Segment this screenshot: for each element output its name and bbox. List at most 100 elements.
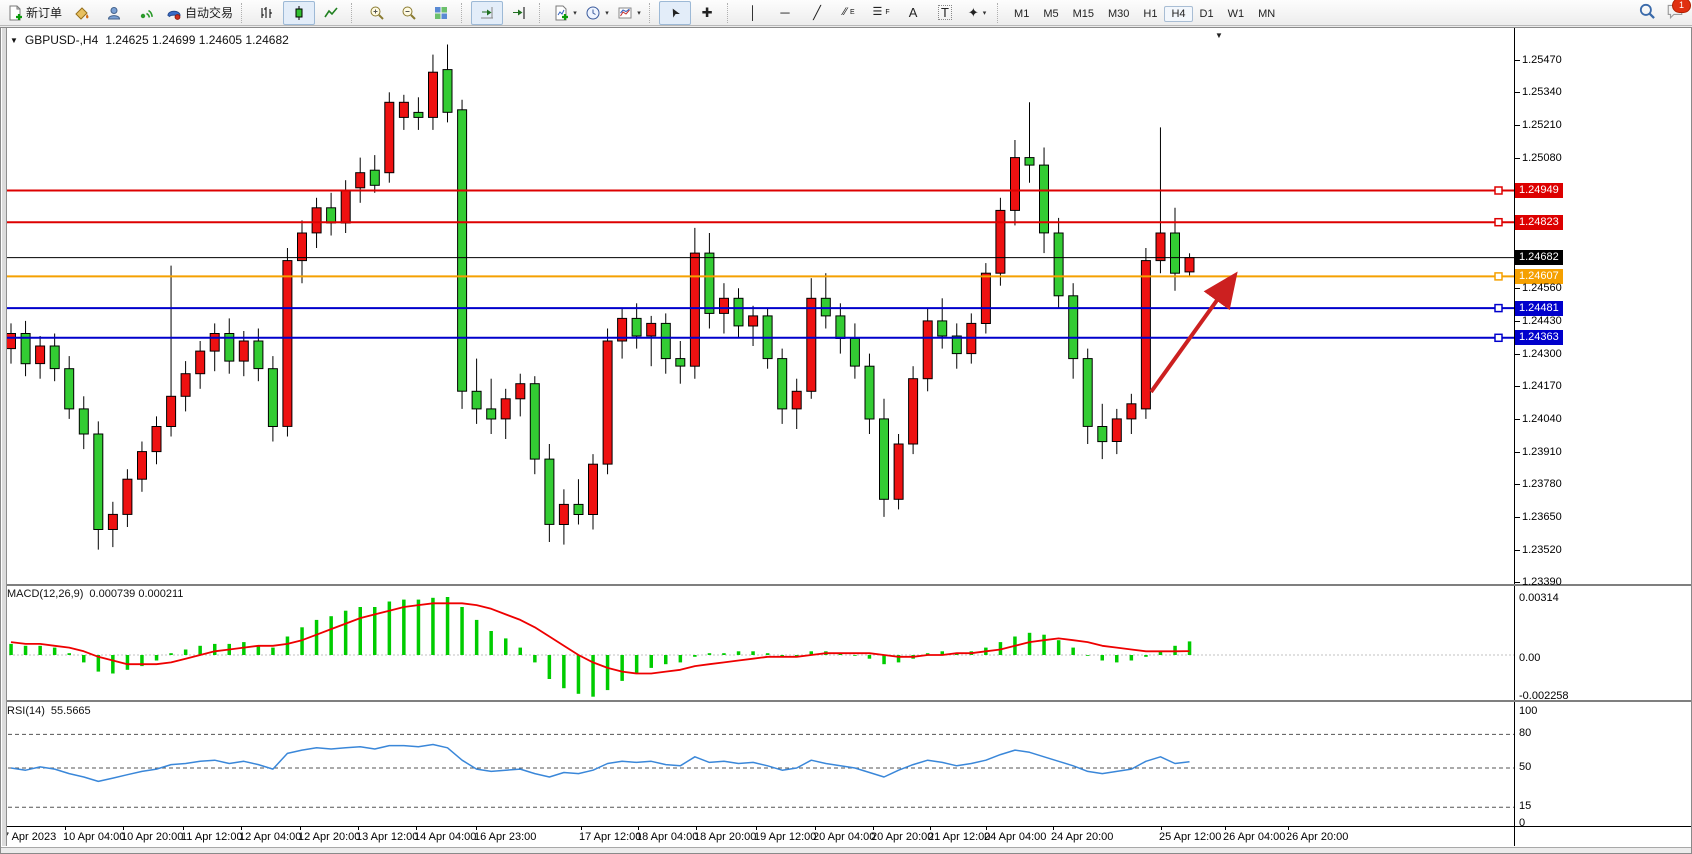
candle-body [151, 426, 162, 453]
price-axis-tick: 1.23390 [1515, 576, 1562, 588]
tf-button-H1[interactable]: H1 [1143, 7, 1158, 20]
tile-windows-button[interactable] [425, 1, 457, 25]
price-level-handle[interactable] [1494, 303, 1503, 313]
macd-histogram-bar [1129, 655, 1134, 661]
candle-body [777, 358, 788, 410]
rsi-indicator-chart[interactable] [1, 702, 1514, 827]
macd-histogram-bar [664, 655, 668, 665]
candlestick-chart-icon [291, 5, 307, 21]
periods-caret-icon: ▾ [605, 9, 609, 17]
macd-histogram-bar [445, 597, 450, 655]
macd-histogram-bar [896, 655, 901, 663]
tf-button-D1[interactable]: D1 [1199, 7, 1214, 20]
price-level-label: 1.24682 [1515, 250, 1563, 265]
tf-button-M5[interactable]: M5 [1043, 7, 1059, 20]
crosshair-tool-button[interactable]: ✚ [691, 1, 723, 25]
text-tool-button[interactable]: A [897, 1, 929, 25]
zoom-out-icon [401, 5, 417, 21]
cursor-tool-button[interactable]: ➤ [659, 0, 692, 25]
trendline-tool-button[interactable]: ╱ [801, 1, 833, 25]
search-icon[interactable] [1638, 2, 1656, 25]
macd-axis-label: 0.00 [1519, 652, 1541, 664]
bar-chart-button[interactable] [251, 1, 283, 25]
candle-body [849, 338, 860, 367]
main-price-chart[interactable] [1, 28, 1514, 585]
chart-menu-caret-icon[interactable]: ▼ [1215, 31, 1223, 40]
macd-histogram-bar [9, 643, 13, 655]
auto-trading-button[interactable]: 自动交易 [162, 1, 237, 25]
rsi-panel-splitter[interactable] [1, 700, 1691, 702]
annotation-arrow[interactable] [1149, 271, 1238, 394]
macd-histogram-bar [591, 655, 595, 697]
one-click-caret-icon[interactable]: ▼ [10, 35, 18, 45]
macd-histogram-bar [387, 601, 392, 655]
tf-button-M15[interactable]: M15 [1072, 7, 1094, 20]
window-left-splitter[interactable] [1, 28, 7, 846]
rsi-line [10, 743, 1190, 783]
new-order-button[interactable]: 新订单 [3, 1, 66, 25]
channel-sub-label: E [850, 9, 855, 16]
price-axis-tick: 1.25470 [1515, 54, 1562, 66]
line-chart-button[interactable] [315, 1, 347, 25]
macd-histogram-bar [460, 607, 464, 655]
price-axis-tick: 1.25340 [1515, 86, 1562, 98]
fibonacci-tool-button[interactable]: ☰ F [865, 1, 897, 25]
chart-area[interactable]: ▼ GBPUSD-,H4 1.24625 1.24699 1.24605 1.2… [1, 28, 1691, 853]
signals-button[interactable] [130, 1, 162, 25]
candle-body [951, 335, 962, 355]
zoom-in-button[interactable] [361, 1, 393, 25]
toolbar-separator [351, 2, 358, 23]
candle-body [980, 272, 991, 324]
arrows-tool-button[interactable]: ✦ ▾ [961, 1, 993, 25]
styler-button[interactable] [66, 1, 98, 25]
tf-button-MN[interactable]: MN [1258, 7, 1276, 20]
macd-histogram-bar [940, 651, 944, 655]
candle-body [908, 378, 919, 445]
price-level-handle[interactable] [1494, 217, 1503, 227]
channel-tool-button[interactable]: ∕∕ E [833, 1, 865, 25]
tf-button-M30[interactable]: M30 [1108, 7, 1130, 20]
candle-body [369, 169, 380, 186]
auto-scroll-button[interactable] [471, 0, 504, 25]
candle-body [457, 109, 468, 392]
macd-histogram-bar [605, 655, 610, 691]
macd-histogram-bar [329, 616, 333, 655]
tf-button-H4[interactable]: H4 [1164, 5, 1193, 22]
indicators-button[interactable]: ▾ [549, 1, 581, 25]
vertical-line-tool-button[interactable]: │ [737, 1, 769, 25]
price-level-handle[interactable] [1494, 186, 1503, 195]
candle-body [384, 101, 395, 174]
candle-body [413, 111, 424, 118]
templates-button[interactable]: ▾ [613, 1, 645, 25]
candle-body [791, 390, 802, 410]
chart-shift-button[interactable] [503, 1, 535, 25]
macd-histogram-bar [489, 631, 493, 655]
candlestick-chart-button[interactable] [283, 0, 316, 25]
candle-body [64, 368, 75, 410]
macd-histogram-bar [765, 653, 770, 655]
text-label-tool-button[interactable]: T [929, 1, 961, 25]
time-axis-label: 10 Apr 20:00 [121, 826, 184, 843]
periods-button[interactable]: ▾ [581, 1, 613, 25]
macd-histogram-bar [271, 647, 275, 655]
accounts-button[interactable] [98, 1, 130, 25]
price-level-handle[interactable] [1494, 333, 1503, 343]
candle-body [6, 333, 16, 350]
zoom-out-button[interactable] [393, 1, 425, 25]
price-level-handle[interactable] [1494, 272, 1503, 281]
tf-button-W1[interactable]: W1 [1227, 7, 1245, 20]
horizontal-line-tool-button[interactable]: ─ [769, 1, 801, 25]
candle-body [588, 463, 598, 516]
macd-axis-label: -0.002258 [1519, 690, 1569, 702]
macd-histogram-bar [431, 597, 435, 655]
chat-button[interactable]: 1 [1666, 0, 1691, 25]
macd-panel-splitter[interactable] [1, 584, 1691, 586]
price-level-label: 1.24949 [1515, 183, 1563, 198]
crosshair-icon: ✚ [701, 5, 713, 20]
candle-body [442, 69, 453, 113]
tf-button-M1[interactable]: M1 [1014, 7, 1030, 20]
macd-histogram-bar [504, 638, 508, 655]
macd-indicator-chart[interactable] [1, 585, 1514, 701]
time-axis-label: 13 Apr 12:00 [356, 826, 419, 843]
toolbar-separator [649, 2, 656, 23]
